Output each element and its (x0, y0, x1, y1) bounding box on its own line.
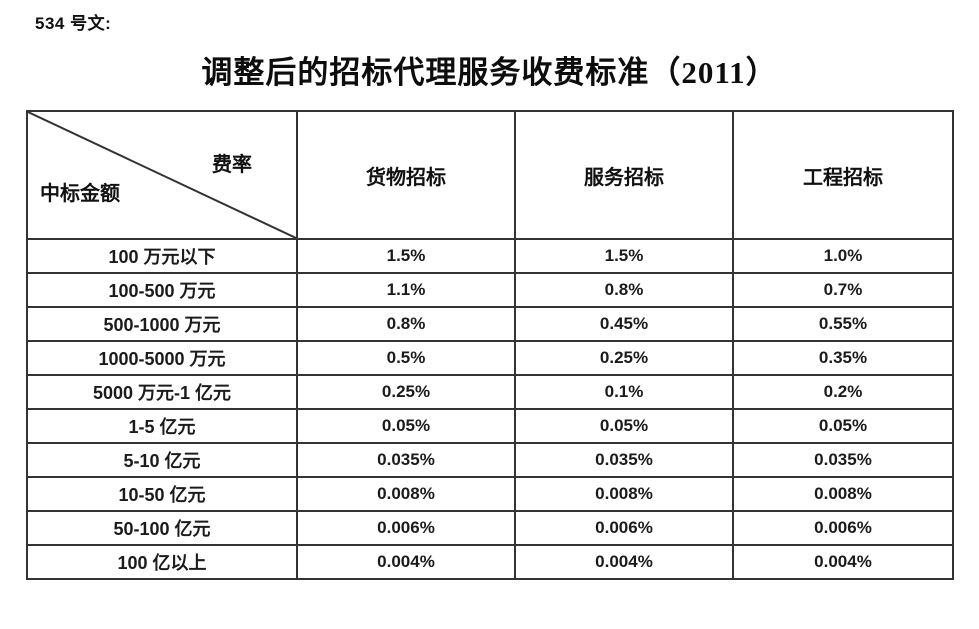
rate-cell: 0.8% (514, 272, 734, 308)
diagonal-divider-line (28, 112, 296, 238)
rate-cell: 1.1% (296, 272, 516, 308)
table-row: 50-100 亿元 0.006% 0.006% 0.006% (26, 510, 954, 546)
table-row: 100-500 万元 1.1% 0.8% 0.7% (26, 272, 954, 308)
table-row: 1000-5000 万元 0.5% 0.25% 0.35% (26, 340, 954, 376)
rate-cell: 0.25% (514, 340, 734, 376)
rate-cell: 0.05% (296, 408, 516, 444)
table-row: 10-50 亿元 0.008% 0.008% 0.008% (26, 476, 954, 512)
rate-cell: 0.006% (732, 510, 954, 546)
table-row: 100 亿以上 0.004% 0.004% 0.004% (26, 544, 954, 580)
doc-number: 534 号文: (35, 14, 112, 33)
rate-cell: 0.35% (732, 340, 954, 376)
rate-cell: 0.05% (732, 408, 954, 444)
row-label: 50-100 亿元 (26, 510, 298, 546)
rate-cell: 0.004% (514, 544, 734, 580)
row-label: 1000-5000 万元 (26, 340, 298, 376)
table-row: 500-1000 万元 0.8% 0.45% 0.55% (26, 306, 954, 342)
table-row: 5-10 亿元 0.035% 0.035% 0.035% (26, 442, 954, 478)
table-row: 100 万元以下 1.5% 1.5% 1.0% (26, 238, 954, 274)
table-row: 1-5 亿元 0.05% 0.05% 0.05% (26, 408, 954, 444)
row-label: 100 亿以上 (26, 544, 298, 580)
rate-cell: 0.5% (296, 340, 516, 376)
corner-header-cell: 费率 中标金额 (26, 110, 298, 240)
rate-cell: 0.004% (732, 544, 954, 580)
rate-cell: 0.004% (296, 544, 516, 580)
rate-cell: 1.5% (296, 238, 516, 274)
page-title: 调整后的招标代理服务收费标准（2011） (201, 55, 778, 90)
row-label: 10-50 亿元 (26, 476, 298, 512)
column-header-service: 服务招标 (514, 110, 734, 240)
rate-cell: 0.008% (732, 476, 954, 512)
row-label: 100 万元以下 (26, 238, 298, 274)
rate-cell: 0.006% (514, 510, 734, 546)
row-label: 1-5 亿元 (26, 408, 298, 444)
rate-cell: 0.008% (296, 476, 516, 512)
rate-cell: 0.006% (296, 510, 516, 546)
rate-cell: 0.8% (296, 306, 516, 342)
rate-cell: 0.035% (732, 442, 954, 478)
corner-label-rate: 费率 (212, 154, 252, 176)
rate-cell: 0.05% (514, 408, 734, 444)
rate-cell: 0.25% (296, 374, 516, 410)
row-label: 5000 万元-1 亿元 (26, 374, 298, 410)
rate-cell: 0.45% (514, 306, 734, 342)
rate-cell: 0.1% (514, 374, 734, 410)
fee-rate-table: 费率 中标金额 货物招标 服务招标 工程招标 100 万元以下 1.5% 1.5… (26, 110, 954, 580)
column-header-engineering: 工程招标 (732, 110, 954, 240)
rate-cell: 0.008% (514, 476, 734, 512)
rate-cell: 0.55% (732, 306, 954, 342)
row-label: 5-10 亿元 (26, 442, 298, 478)
rate-cell: 0.035% (296, 442, 516, 478)
column-header-goods: 货物招标 (296, 110, 516, 240)
rate-cell: 1.5% (514, 238, 734, 274)
row-label: 500-1000 万元 (26, 306, 298, 342)
rate-cell: 0.2% (732, 374, 954, 410)
row-label: 100-500 万元 (26, 272, 298, 308)
rate-cell: 0.7% (732, 272, 954, 308)
rate-cell: 0.035% (514, 442, 734, 478)
corner-label-amount: 中标金额 (40, 183, 120, 205)
table-row: 5000 万元-1 亿元 0.25% 0.1% 0.2% (26, 374, 954, 410)
table-header-row: 费率 中标金额 货物招标 服务招标 工程招标 (26, 110, 954, 240)
rate-cell: 1.0% (732, 238, 954, 274)
